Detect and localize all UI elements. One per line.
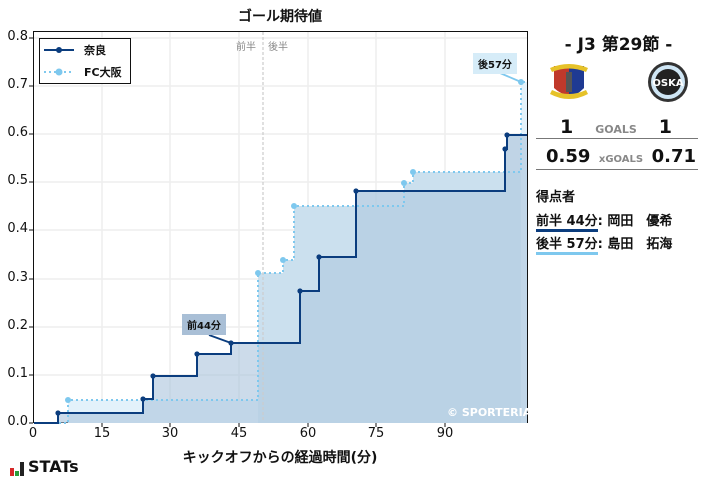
legend-label: 奈良 [84, 44, 106, 57]
y-tick: 0.3 [7, 270, 28, 285]
svg-text:OSKA: OSKA [652, 78, 683, 89]
home-xg: 0.59 [546, 146, 591, 167]
y-tick: 0.2 [7, 318, 28, 333]
solid-line-marker-icon [44, 47, 74, 53]
legend-item-fc-osaka: FC大阪 [44, 63, 122, 81]
second-half-label: 後半 [268, 42, 288, 53]
xgoals-label: xGOALS [598, 154, 644, 165]
x-tick: 90 [436, 426, 454, 441]
goals-label: GOALS [595, 123, 637, 136]
scorers-heading: 得点者 [536, 190, 576, 205]
y-tick: 0.4 [7, 221, 28, 236]
annotation-away-goal: 後57分 [473, 53, 517, 74]
x-tick: 75 [367, 426, 385, 441]
scorer-name: : 島田 拓海 [597, 237, 673, 252]
x-tick: 30 [161, 426, 179, 441]
legend-label: FC大阪 [84, 66, 122, 79]
scorer-name: : 岡田 優希 [597, 214, 673, 229]
brand-name: STATs [28, 457, 79, 476]
y-tick: 0.8 [7, 29, 28, 44]
x-tick: 15 [93, 426, 111, 441]
goals-row: 1 GOALS 1 [536, 116, 698, 139]
chart-title: ゴール期待値 [238, 9, 322, 25]
stats-logo: STATs [10, 457, 79, 476]
dotted-line-marker-icon [44, 68, 74, 76]
y-tick: 0.6 [7, 125, 28, 140]
chart-legend: 奈良 FC大阪 [39, 38, 131, 84]
y-tick: 0.7 [7, 77, 28, 92]
nara-club-crest-icon [550, 64, 588, 99]
match-title: - J3 第29節 - [564, 35, 673, 55]
x-tick: 45 [230, 426, 248, 441]
goal-time: 後半 57分 [536, 233, 598, 255]
first-half-label: 前半 [236, 42, 256, 53]
bar-chart-logo-icon [10, 462, 24, 476]
y-tick: 0.5 [7, 173, 28, 188]
x-tick: 60 [299, 426, 317, 441]
scorer-row: 後半 57分: 島田 拓海 [536, 233, 672, 255]
y-tick: 0.1 [7, 366, 28, 381]
scorer-row: 前半 44分: 岡田 優希 [536, 210, 672, 232]
fc-osaka-crest-icon: OSKA [648, 62, 688, 102]
home-goals: 1 [560, 116, 574, 138]
x-tick: 0 [28, 426, 38, 441]
x-axis-label: キックオフからの経過時間(分) [182, 450, 378, 466]
annotation-home-goal: 前44分 [182, 314, 226, 335]
goal-time: 前半 44分 [536, 210, 598, 232]
away-xg: 0.71 [651, 146, 696, 167]
y-tick: 0.0 [7, 414, 28, 429]
away-goals: 1 [658, 116, 672, 138]
legend-item-nara: 奈良 [44, 41, 106, 59]
watermark: © SPORTERIA [447, 406, 532, 419]
xgoals-row: 0.59 xGOALS 0.71 [536, 146, 698, 170]
